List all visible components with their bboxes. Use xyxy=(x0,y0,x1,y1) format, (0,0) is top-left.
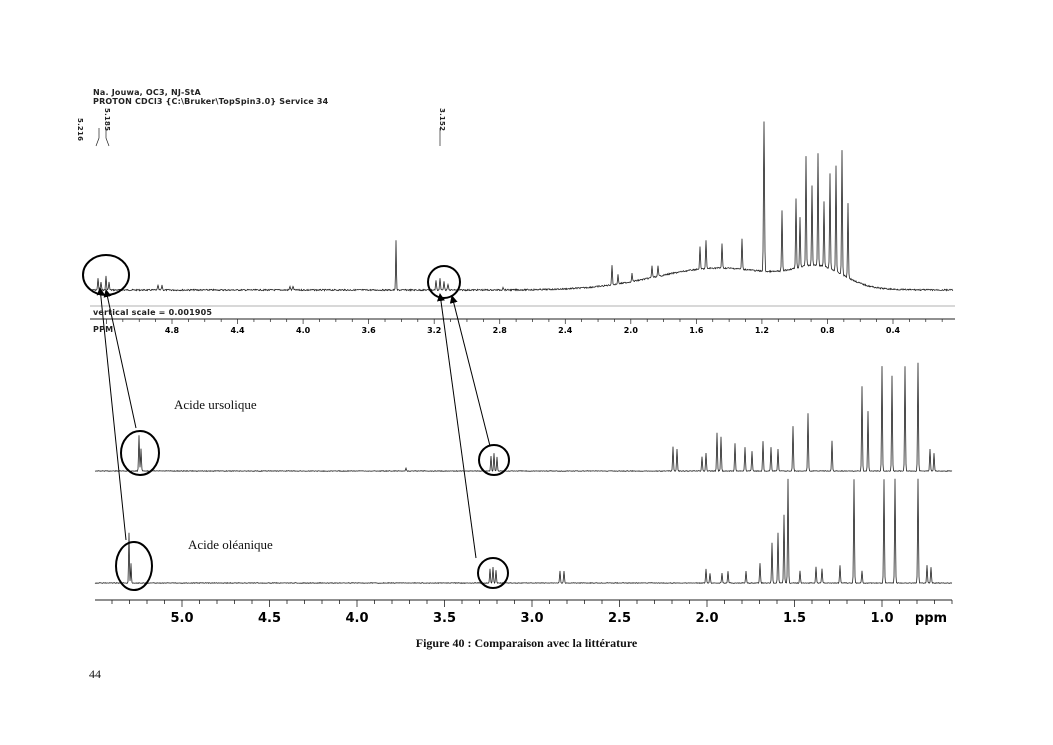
peak-label-right: 3.152 xyxy=(438,108,446,132)
peak-label-brackets xyxy=(95,128,441,147)
top-axis-tick-label: 4.4 xyxy=(230,326,245,335)
vertical-scale-label: vertical scale = 0.001905 xyxy=(93,308,213,317)
spectrum-header-line2: PROTON CDCl3 {C:\Bruker\TopSpin3.0} Serv… xyxy=(93,97,329,106)
highlight-circles xyxy=(82,254,510,591)
top-axis-ticks: 4.8 4.4 4.0 3.6 3.2 2.8 2.4 2.0 1.6 1.2 0.8 0.4 xyxy=(106,319,943,335)
oleanolic-acid-spectrum xyxy=(94,478,953,585)
label-oleanolic-acid: Acide oléanique xyxy=(188,537,273,552)
bottom-axis-ticks: 5.0 4.5 4.0 3.5 3.0 2.5 2.0 1.5 1.0 ppm xyxy=(111,600,953,626)
peak-label-left-2: 5.185 xyxy=(103,108,111,132)
peak-label-left-1: 5.216 xyxy=(76,118,84,142)
top-axis-tick-label: 1.6 xyxy=(689,326,704,335)
top-axis-tick-label: 3.6 xyxy=(362,326,377,335)
top-axis-tick-label: 2.4 xyxy=(558,326,573,335)
top-axis-tick-label: 0.8 xyxy=(820,326,835,335)
label-ursolic-acid: Acide ursolique xyxy=(174,397,257,412)
bottom-axis-tick-label: 2.0 xyxy=(695,611,718,626)
top-axis-tick-label: 2.0 xyxy=(624,326,639,335)
spectrum-header-line1: Na. Jouwa, OC3, NJ-StA xyxy=(93,88,201,97)
circle-oleanolic-carbinol xyxy=(477,557,509,589)
top-axis-tick-label: 3.2 xyxy=(427,326,441,335)
top-axis-unit: PPM xyxy=(93,325,114,334)
top-axis-tick-label: 0.4 xyxy=(886,326,901,335)
circle-ursolic-vinyl xyxy=(120,430,160,476)
bottom-axis-tick-label: 4.0 xyxy=(345,611,368,626)
circle-oleanolic-vinyl xyxy=(115,541,153,591)
bottom-axis-tick-label: 2.5 xyxy=(608,611,631,626)
top-axis-tick-label: 2.8 xyxy=(493,326,508,335)
circle-top-vinyl xyxy=(82,254,130,296)
ursolic-acid-spectrum xyxy=(94,362,953,472)
bottom-axis-tick-label: 1.0 xyxy=(870,611,893,626)
bottom-axis-tick-label: 1.5 xyxy=(783,611,806,626)
experimental-spectrum xyxy=(91,121,954,292)
bottom-axis-tick-label: 3.5 xyxy=(433,611,456,626)
bottom-axis-unit: ppm xyxy=(915,611,947,626)
bottom-axis-tick-label: 5.0 xyxy=(170,611,193,626)
figure-caption: Figure 40 : Comparaison avec la littérat… xyxy=(415,636,638,650)
correlation-arrows xyxy=(96,287,491,559)
bottom-axis-tick-label: 4.5 xyxy=(258,611,281,626)
page-number: 44 xyxy=(89,667,101,681)
circle-ursolic-carbinol xyxy=(478,444,510,476)
bottom-axis-tick-label: 3.0 xyxy=(520,611,543,626)
top-axis-tick-label: 4.0 xyxy=(296,326,311,335)
top-axis-tick-label: 1.2 xyxy=(755,326,769,335)
top-axis-tick-label: 4.8 xyxy=(165,326,180,335)
